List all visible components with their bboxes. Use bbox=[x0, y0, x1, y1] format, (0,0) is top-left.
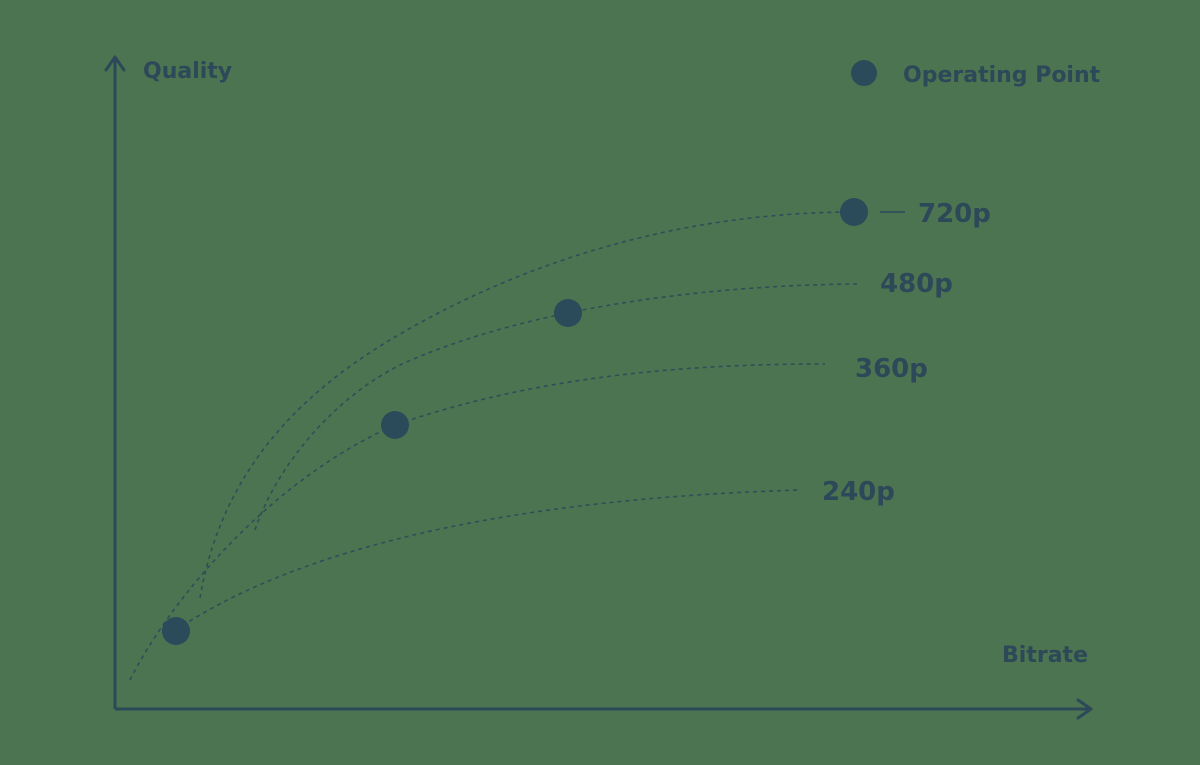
legend-label: Operating Point bbox=[903, 63, 1101, 88]
curve-label-360p: 360p bbox=[855, 354, 928, 384]
legend-marker bbox=[851, 60, 877, 86]
legend: Operating Point bbox=[851, 60, 1101, 88]
axes bbox=[104, 55, 1093, 720]
operating-point-1 bbox=[162, 617, 190, 645]
curve-label-480p: 480p bbox=[880, 269, 953, 299]
curves bbox=[129, 211, 905, 681]
y-axis-label: Quality bbox=[143, 59, 232, 84]
operating-point-3 bbox=[554, 299, 582, 327]
curve-label-720p: 720p bbox=[918, 199, 991, 229]
operating-point-4 bbox=[840, 198, 868, 226]
curve-480p bbox=[254, 283, 859, 531]
curve-360p bbox=[129, 363, 826, 681]
y-axis-arrow bbox=[104, 55, 126, 72]
curve-720p bbox=[199, 211, 857, 599]
x-axis-label: Bitrate bbox=[1002, 643, 1088, 668]
operating-point-2 bbox=[381, 411, 409, 439]
curve-240p bbox=[175, 489, 801, 631]
x-axis-arrow bbox=[1076, 698, 1093, 720]
curve-label-240p: 240p bbox=[822, 477, 895, 507]
operating-points bbox=[162, 198, 868, 645]
